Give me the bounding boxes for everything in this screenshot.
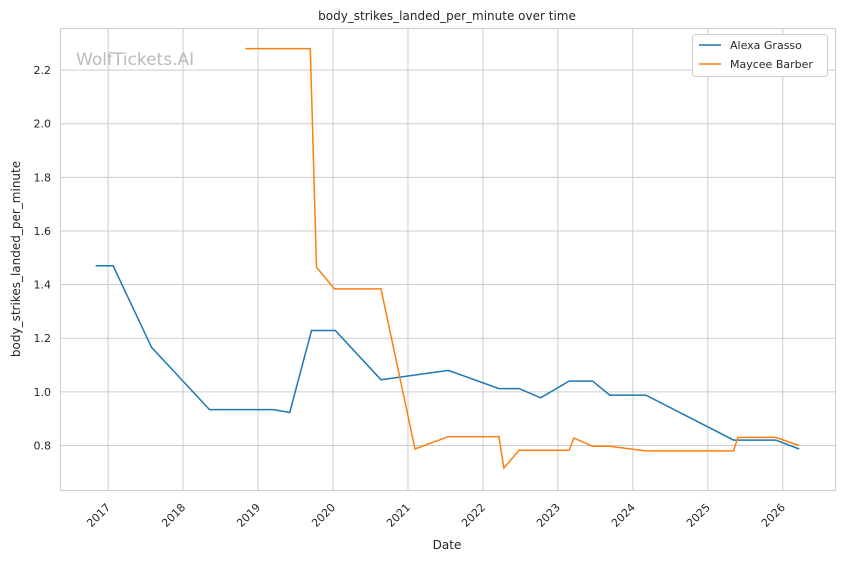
y-tick-label: 2.2 [34, 64, 52, 77]
plot-frame [60, 28, 836, 491]
x-tick-label: 2018 [159, 501, 188, 530]
y-tick-label: 1.0 [34, 386, 52, 399]
series-line-maycee-barber [245, 47, 800, 470]
x-tick-label: 2023 [534, 501, 563, 530]
x-tick-label: 2026 [759, 501, 788, 530]
watermark: WolfTickets.AI [76, 50, 194, 70]
y-tick-label: 1.6 [34, 225, 52, 238]
x-tick-label: 2017 [84, 501, 113, 530]
y-tick-label: 1.4 [34, 279, 52, 292]
x-tick-label: 2025 [684, 501, 713, 530]
y-tick-label: 2.0 [34, 118, 52, 131]
x-axis-label: Date [433, 538, 462, 552]
legend-box [692, 34, 828, 77]
x-tick-label: 2021 [384, 501, 413, 530]
legend-label-alexa-grasso: Alexa Grasso [730, 39, 802, 52]
x-tick-label: 2019 [234, 501, 263, 530]
series-line-alexa-grasso [95, 265, 800, 450]
x-tick-label: 2022 [459, 501, 488, 530]
chart-title: body_strikes_landed_per_minute over time [318, 9, 576, 23]
y-tick-label: 0.8 [34, 439, 52, 452]
legend-label-maycee-barber: Maycee Barber [730, 58, 813, 71]
y-axis-label: body_strikes_landed_per_minute [9, 161, 23, 357]
grid [60, 28, 835, 490]
legend: Alexa Grasso Maycee Barber [692, 34, 828, 77]
x-tick-label: 2024 [609, 501, 638, 530]
series-lines [95, 47, 800, 470]
y-tick-label: 1.2 [34, 332, 52, 345]
tick-labels: 2017 2018 2019 2020 2021 2022 2023 2024 2025 2026… [34, 64, 788, 530]
y-tick-label: 1.8 [34, 171, 52, 184]
x-tick-label: 2020 [309, 501, 338, 530]
